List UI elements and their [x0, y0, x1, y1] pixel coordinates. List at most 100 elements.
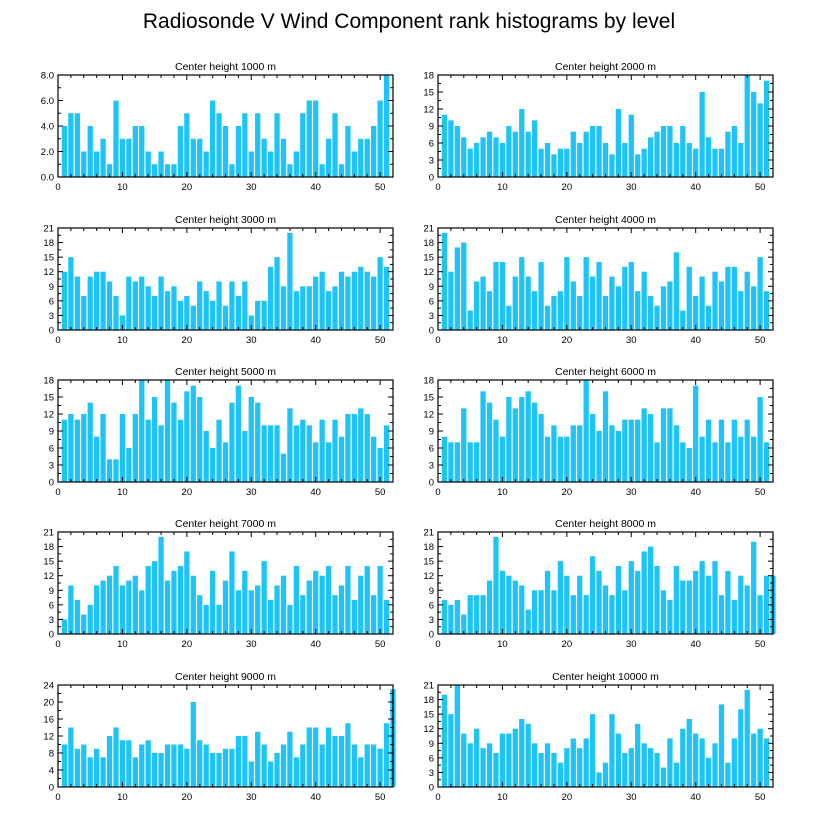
bar [255, 731, 261, 787]
x-tick-label: 50 [375, 182, 386, 193]
bar [461, 137, 467, 177]
bar [145, 566, 151, 634]
bar [564, 257, 570, 330]
y-tick-label: 6 [429, 296, 434, 307]
bar [705, 419, 712, 482]
x-tick-label: 0 [55, 182, 60, 193]
bar [751, 286, 757, 330]
x-tick-label: 20 [182, 639, 193, 650]
bar [538, 753, 544, 787]
bar [255, 585, 261, 634]
bar [744, 271, 750, 330]
bar [248, 590, 254, 634]
bar [705, 137, 712, 177]
x-tick-label: 50 [755, 182, 766, 193]
bar [338, 436, 345, 482]
bar [132, 757, 138, 787]
x-tick-label: 30 [246, 335, 257, 346]
x-tick-label: 50 [375, 792, 386, 803]
y-tick-label: 0 [429, 173, 434, 184]
x-tick-label: 40 [690, 487, 701, 498]
bar [184, 391, 190, 482]
bar [313, 570, 319, 634]
bar [615, 566, 622, 634]
bar [622, 419, 628, 482]
bar [164, 580, 171, 634]
bar [738, 436, 744, 482]
bar [106, 459, 113, 482]
bar [628, 748, 634, 787]
bar [474, 281, 480, 330]
y-tick-label: 6 [49, 296, 54, 307]
bar [731, 600, 737, 634]
y-tick-label: 12 [423, 267, 434, 278]
bar [615, 431, 622, 482]
bar [493, 536, 499, 634]
bar [660, 286, 667, 330]
bar [635, 291, 641, 330]
bar [686, 580, 692, 634]
bar [171, 570, 177, 634]
bar [190, 138, 196, 177]
bar [538, 590, 544, 634]
bar [158, 536, 164, 634]
bar [171, 402, 177, 482]
y-tick-label: 12 [43, 732, 54, 743]
panel-title: Center height 8000 m [555, 518, 656, 530]
bar [81, 414, 87, 482]
bar [345, 566, 351, 634]
bar [371, 126, 377, 177]
bar [544, 570, 551, 634]
bar [757, 257, 763, 330]
bar [190, 385, 196, 482]
bar [557, 436, 564, 482]
x-tick-label: 30 [626, 182, 637, 193]
bar [712, 148, 718, 177]
bar [544, 143, 551, 177]
bar [577, 296, 583, 330]
y-tick-label: 6 [429, 139, 434, 150]
bar [647, 546, 654, 634]
bar [377, 100, 383, 177]
x-tick-label: 40 [310, 639, 321, 650]
bar [544, 305, 551, 330]
bar [222, 126, 229, 177]
bar [718, 704, 725, 787]
y-tick-label: 0 [49, 783, 54, 794]
bar [190, 575, 196, 634]
x-tick-label: 50 [375, 335, 386, 346]
bar [313, 442, 319, 482]
bar [222, 580, 229, 634]
bar [358, 266, 364, 330]
bar [293, 291, 299, 330]
bar [158, 276, 164, 330]
panel-6: Center height 6000 m 0 10 20 30 40 50 0 3 6 9 12 15 1… [423, 366, 774, 498]
bar [738, 143, 744, 177]
bar [731, 126, 737, 177]
y-tick-label: 15 [423, 710, 434, 721]
bar [519, 585, 525, 634]
y-tick-label: 0 [49, 326, 54, 337]
bar [235, 736, 242, 787]
bar [371, 276, 377, 330]
bar [364, 271, 370, 330]
bar [197, 281, 203, 330]
bar [577, 143, 583, 177]
bar [519, 257, 525, 330]
bar [725, 762, 731, 787]
bar [725, 266, 731, 330]
y-tick-label: 9 [49, 427, 54, 438]
x-tick-label: 40 [310, 182, 321, 193]
x-tick-label: 50 [755, 792, 766, 803]
bar [377, 566, 383, 634]
bar [216, 419, 222, 482]
y-tick-label: 0.0 [41, 173, 54, 184]
y-tick-label: 21 [43, 528, 54, 539]
bar [493, 753, 499, 787]
panel-title: Center height 10000 m [552, 671, 659, 683]
bar [235, 590, 242, 634]
bar [151, 561, 158, 634]
bar [596, 126, 602, 177]
x-tick-label: 10 [117, 792, 128, 803]
bar [203, 431, 209, 482]
